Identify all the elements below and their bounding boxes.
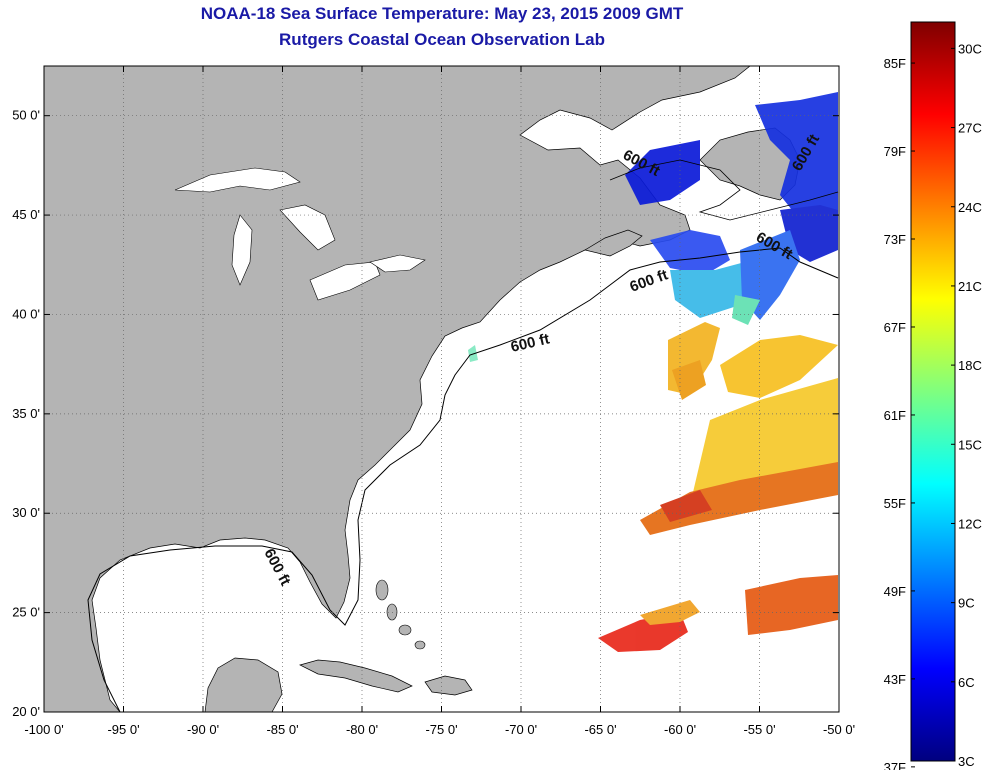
colorbar-label-f: 61F [884, 408, 906, 423]
colorbar-label-c: 27C [958, 121, 982, 136]
map-subtitle: Rutgers Coastal Ocean Observation Lab [279, 30, 605, 49]
colorbar-ticks: 30C 27C 24C 21C 18C 15C 12C 9C 6C 3C 85F 79F 73F 67F 6… [884, 41, 982, 770]
isobath-600ft [87, 247, 839, 712]
colorbar-label-f: 67F [884, 320, 906, 335]
colorbar-label-c: 3C [958, 754, 975, 769]
hispaniola-land [424, 675, 473, 696]
map-title: NOAA-18 Sea Surface Temperature: May 23,… [200, 4, 684, 23]
lon-tick-label: -65 0' [584, 722, 616, 737]
nova-scotia-land [584, 229, 643, 257]
lat-tick-label: 20 0' [12, 704, 40, 719]
north-america-land [44, 66, 751, 712]
lat-tick-label: 50 0' [12, 108, 40, 123]
colorbar-label-f: 73F [884, 232, 906, 247]
lat-tick-label: 40 0' [12, 306, 40, 321]
colorbar-label-c: 21C [958, 279, 982, 294]
lon-tick-label: -55 0' [743, 722, 775, 737]
colorbar-label-f: 49F [884, 584, 906, 599]
sst-data [468, 92, 838, 652]
great-lakes [174, 167, 426, 301]
lon-tick-label: -75 0' [425, 722, 457, 737]
lon-tick-label: -70 0' [505, 722, 537, 737]
cuba-land [299, 659, 413, 693]
lon-tick-label: -80 0' [346, 722, 378, 737]
lat-tick-label: 35 0' [12, 406, 40, 421]
colorbar-label-c: 18C [958, 358, 982, 373]
lon-tick-label: -90 0' [187, 722, 219, 737]
lon-tick-label: -85 0' [266, 722, 298, 737]
lon-tick-label: -100 0' [24, 722, 63, 737]
colorbar-label-c: 12C [958, 516, 982, 531]
colorbar-label-f: 85F [884, 56, 906, 71]
colorbar-label-c: 30C [958, 41, 982, 56]
colorbar-label-f: 37F [884, 760, 906, 770]
bahamas-islands [375, 579, 426, 650]
lat-tick-label: 25 0' [12, 605, 40, 620]
yucatan-land [204, 657, 283, 712]
colorbar [910, 21, 956, 762]
colorbar-label-c: 24C [958, 200, 982, 215]
colorbar-label-f: 55F [884, 496, 906, 511]
colorbar-label-c: 15C [958, 437, 982, 452]
lon-tick-label: -60 0' [664, 722, 696, 737]
axis-ticks: -100 0' -95 0' -90 0' -85 0' -80 0' -75 0' -70… [12, 66, 855, 737]
lat-tick-label: 45 0' [12, 207, 40, 222]
lon-tick-label: -50 0' [823, 722, 855, 737]
colorbar-label-f: 79F [884, 144, 906, 159]
lon-tick-label: -95 0' [107, 722, 139, 737]
colorbar-label-c: 9C [958, 596, 975, 611]
colorbar-label-c: 6C [958, 675, 975, 690]
colorbar-label-f: 43F [884, 672, 906, 687]
lat-tick-label: 30 0' [12, 505, 40, 520]
